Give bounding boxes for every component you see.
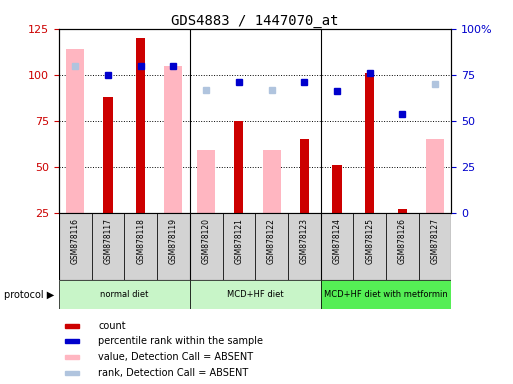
Bar [419,213,451,280]
Bar [124,213,157,280]
Title: GDS4883 / 1447070_at: GDS4883 / 1447070_at [171,14,339,28]
Bar [255,213,288,280]
Bar [332,165,342,213]
Bar [263,151,281,213]
Bar [92,213,125,280]
Text: GSM878116: GSM878116 [71,218,80,265]
Bar [234,121,244,213]
Text: protocol ▶: protocol ▶ [4,290,54,300]
Text: GSM878120: GSM878120 [202,218,211,265]
Bar [165,66,183,213]
Text: GSM878124: GSM878124 [332,218,342,265]
Bar [65,324,79,328]
Bar [300,139,309,213]
Bar [136,38,145,213]
Bar [66,49,84,213]
Bar [321,213,353,280]
Bar [398,209,407,213]
Text: normal diet: normal diet [100,290,149,299]
Text: GSM878126: GSM878126 [398,218,407,265]
Bar [59,280,190,309]
Text: GSM878117: GSM878117 [104,218,112,265]
Bar [157,213,190,280]
Text: GSM878123: GSM878123 [300,218,309,265]
Bar [65,371,79,374]
Text: GSM878119: GSM878119 [169,218,178,265]
Text: GSM878127: GSM878127 [430,218,440,265]
Bar [353,213,386,280]
Bar [365,73,374,213]
Bar [386,213,419,280]
Bar [426,139,444,213]
Text: MCD+HF diet: MCD+HF diet [227,290,284,299]
Bar [104,97,113,213]
Bar [65,355,79,359]
Bar [190,280,321,309]
Text: count: count [98,321,126,331]
Text: GSM878125: GSM878125 [365,218,374,265]
Bar [59,213,92,280]
Text: value, Detection Call = ABSENT: value, Detection Call = ABSENT [98,352,253,362]
Bar [223,213,255,280]
Text: MCD+HF diet with metformin: MCD+HF diet with metformin [324,290,448,299]
Bar [321,280,451,309]
Text: GSM878122: GSM878122 [267,218,276,264]
Text: GSM878118: GSM878118 [136,218,145,264]
Text: GSM878121: GSM878121 [234,218,243,264]
Bar [190,213,223,280]
Text: rank, Detection Call = ABSENT: rank, Detection Call = ABSENT [98,367,248,377]
Bar [197,151,215,213]
Text: percentile rank within the sample: percentile rank within the sample [98,336,263,346]
Bar [65,339,79,343]
Bar [288,213,321,280]
